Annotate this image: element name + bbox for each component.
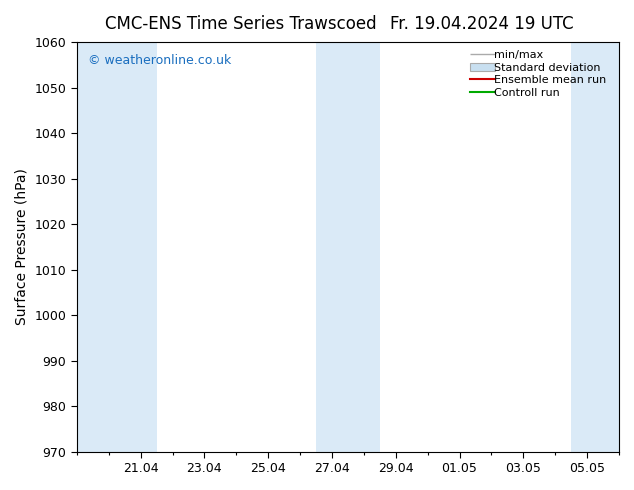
Text: CMC-ENS Time Series Trawscoed: CMC-ENS Time Series Trawscoed xyxy=(105,15,377,33)
Legend: min/max, Standard deviation, Ensemble mean run, Controll run: min/max, Standard deviation, Ensemble me… xyxy=(468,48,614,100)
Bar xyxy=(316,42,380,452)
Bar xyxy=(77,42,157,452)
Text: Fr. 19.04.2024 19 UTC: Fr. 19.04.2024 19 UTC xyxy=(390,15,574,33)
Text: © weatheronline.co.uk: © weatheronline.co.uk xyxy=(87,54,231,67)
Bar xyxy=(571,42,619,452)
Y-axis label: Surface Pressure (hPa): Surface Pressure (hPa) xyxy=(15,169,29,325)
